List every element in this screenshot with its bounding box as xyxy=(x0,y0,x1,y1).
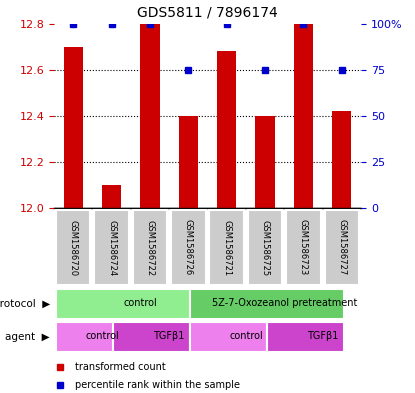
Text: transformed count: transformed count xyxy=(76,362,166,373)
Text: TGFβ1: TGFβ1 xyxy=(154,331,185,342)
FancyBboxPatch shape xyxy=(56,210,90,285)
Bar xyxy=(256,116,275,208)
Text: GSM1586726: GSM1586726 xyxy=(184,219,193,276)
FancyBboxPatch shape xyxy=(56,288,190,319)
Text: GSM1586727: GSM1586727 xyxy=(337,219,347,276)
Bar xyxy=(332,111,352,208)
FancyBboxPatch shape xyxy=(56,322,113,352)
FancyBboxPatch shape xyxy=(171,210,205,285)
FancyBboxPatch shape xyxy=(113,322,190,352)
FancyBboxPatch shape xyxy=(94,210,129,285)
Text: control: control xyxy=(85,331,119,342)
FancyBboxPatch shape xyxy=(286,210,321,285)
FancyBboxPatch shape xyxy=(210,210,244,285)
Title: GDS5811 / 7896174: GDS5811 / 7896174 xyxy=(137,6,278,20)
Text: TGFβ1: TGFβ1 xyxy=(307,331,338,342)
Text: agent  ▶: agent ▶ xyxy=(5,332,50,342)
FancyBboxPatch shape xyxy=(190,322,267,352)
Text: 5Z-7-Oxozeanol pretreatment: 5Z-7-Oxozeanol pretreatment xyxy=(212,298,357,308)
Text: control: control xyxy=(229,331,263,342)
Text: control: control xyxy=(123,298,157,308)
FancyBboxPatch shape xyxy=(325,210,359,285)
Bar xyxy=(294,24,313,208)
Bar xyxy=(63,47,83,208)
Text: GSM1586725: GSM1586725 xyxy=(261,220,270,275)
Text: protocol  ▶: protocol ▶ xyxy=(0,299,50,309)
FancyBboxPatch shape xyxy=(190,288,344,319)
Bar xyxy=(179,116,198,208)
Bar xyxy=(102,185,121,208)
Text: GSM1586721: GSM1586721 xyxy=(222,220,231,275)
Bar xyxy=(140,24,159,208)
Text: percentile rank within the sample: percentile rank within the sample xyxy=(76,380,240,390)
FancyBboxPatch shape xyxy=(133,210,167,285)
Text: GSM1586724: GSM1586724 xyxy=(107,220,116,275)
Text: GSM1586722: GSM1586722 xyxy=(145,220,154,275)
FancyBboxPatch shape xyxy=(267,322,344,352)
Bar xyxy=(217,51,236,208)
Text: GSM1586720: GSM1586720 xyxy=(68,220,78,275)
Text: GSM1586723: GSM1586723 xyxy=(299,219,308,276)
FancyBboxPatch shape xyxy=(248,210,282,285)
